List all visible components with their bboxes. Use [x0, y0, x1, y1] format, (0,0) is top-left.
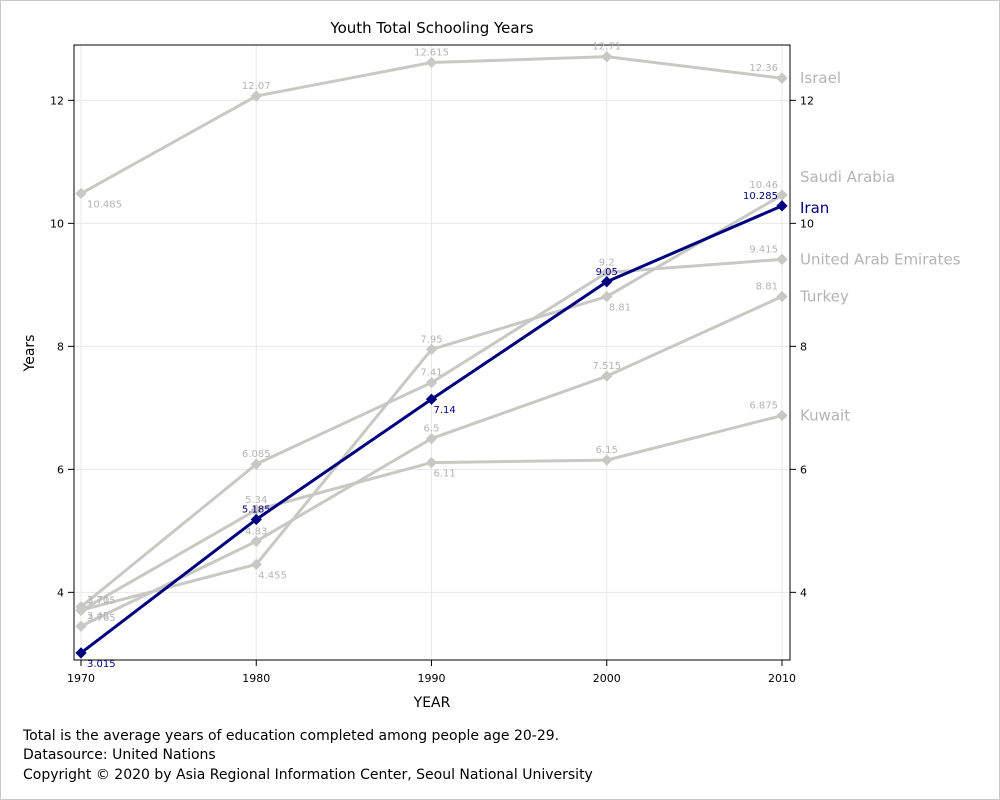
data-point-saudi-arabia [250, 558, 262, 571]
y-tick-label-right: 4 [800, 586, 807, 599]
data-point-turkey [425, 432, 438, 445]
data-label-iran: 5.185 [242, 504, 271, 515]
data-point-united-arab-emirates [425, 376, 438, 389]
data-point-iran [776, 200, 788, 212]
data-point-iran [250, 513, 262, 526]
data-label-israel: 10.485 [87, 200, 122, 211]
data-point-turkey [250, 535, 262, 547]
footer-source: Datasource: United Nations [23, 747, 216, 763]
data-label-israel: 12.36 [749, 63, 778, 74]
data-label-saudi-arabia: 7.95 [420, 334, 442, 345]
data-point-united-arab-emirates [250, 458, 262, 470]
data-label-saudi-arabia: 10.46 [749, 180, 778, 191]
data-point-israel [75, 187, 87, 200]
data-label-iran: 9.05 [596, 267, 618, 278]
chart-title: Youth Total Schooling Years [329, 19, 533, 37]
data-label-kuwait: 6.11 [434, 469, 456, 480]
x-tick-label: 1990 [418, 672, 446, 685]
series-label-israel: Israel [800, 69, 841, 87]
data-point-israel [776, 72, 788, 84]
x-tick-label: 2010 [768, 672, 796, 685]
data-label-kuwait: 6.875 [749, 401, 778, 412]
data-label-iran: 10.285 [743, 191, 778, 202]
data-label-saudi-arabia: 4.455 [258, 570, 287, 581]
data-label-turkey: 4.83 [245, 526, 267, 537]
y-tick-label-left: 6 [57, 463, 64, 476]
data-label-iran: 7.14 [434, 405, 456, 416]
data-label-turkey: 6.5 [424, 424, 440, 435]
x-tick-label: 1970 [67, 672, 95, 685]
y-tick-label-right: 6 [800, 463, 807, 476]
data-label-united-arab-emirates: 9.2 [599, 258, 615, 269]
series-label-kuwait: Kuwait [800, 407, 850, 425]
data-point-kuwait [425, 456, 438, 469]
data-label-turkey: 3.45 [87, 611, 109, 622]
footer-copyright: Copyright © 2020 by Asia Regional Inform… [23, 767, 593, 783]
y-tick-label-left: 8 [57, 340, 64, 353]
series-label-united-arab-emirates: United Arab Emirates [800, 250, 961, 268]
data-label-united-arab-emirates: 3.765 [87, 613, 116, 624]
data-label-israel: 12.71 [592, 42, 621, 53]
data-label-turkey: 8.81 [756, 282, 778, 293]
y-axis-label: Years [22, 335, 38, 373]
data-label-israel: 12.615 [414, 48, 449, 59]
data-label-united-arab-emirates: 9.415 [749, 244, 778, 255]
footer-note: Total is the average years of education … [23, 728, 560, 744]
data-point-united-arab-emirates [776, 253, 788, 265]
y-tick-label-left: 10 [50, 217, 64, 230]
data-point-turkey [75, 620, 87, 632]
series-label-saudi-arabia: Saudi Arabia [800, 168, 895, 186]
data-label-turkey: 7.515 [592, 361, 621, 372]
data-label-israel: 12.07 [242, 81, 271, 92]
data-point-saudi-arabia [425, 343, 438, 356]
data-label-united-arab-emirates: 6.085 [242, 449, 271, 460]
y-tick-label-left: 12 [50, 94, 64, 107]
y-tick-label-right: 10 [800, 217, 814, 230]
data-label-kuwait: 6.15 [596, 445, 618, 456]
series-label-turkey: Turkey [799, 288, 849, 306]
data-point-kuwait [250, 504, 262, 516]
data-point-saudi-arabia [776, 189, 788, 201]
data-label-iran: 3.015 [87, 659, 116, 670]
y-tick-label-right: 8 [800, 340, 807, 353]
grid [74, 45, 790, 660]
data-point-saudi-arabia [601, 290, 613, 303]
data-point-israel [425, 56, 438, 69]
data-point-turkey [776, 290, 788, 303]
data-label-saudi-arabia: 8.81 [609, 303, 631, 314]
y-tick-label-left: 4 [57, 586, 64, 599]
point-labels: 10.485 12.07 12.615 12.71 12.36 3.71 4.455 7.95… [87, 42, 778, 670]
data-label-saudi-arabia: 3.71 [87, 595, 109, 606]
series-end-labels: Israel Saudi Arabia United Arab Emirates Tu… [799, 69, 961, 424]
series-label-iran: Iran [800, 199, 829, 217]
data-point-iran [601, 276, 613, 288]
x-axis-label: YEAR [413, 695, 451, 711]
data-point-united-arab-emirates [601, 266, 613, 279]
data-point-israel [601, 51, 613, 63]
series-layer [75, 51, 788, 659]
x-tick-label: 2000 [593, 672, 621, 685]
y-tick-label-right: 12 [800, 94, 814, 107]
data-label-kuwait: 5.34 [245, 495, 267, 506]
data-label-kuwait: 3.705 [87, 595, 116, 606]
data-point-turkey [601, 370, 613, 382]
data-label-united-arab-emirates: 7.41 [420, 368, 442, 379]
x-tick-label: 1980 [242, 672, 270, 685]
data-point-kuwait [601, 454, 613, 466]
axes: 4 4 6 6 8 8 10 10 12 12 1970 1980 1990 2000 2010 [50, 94, 814, 685]
data-point-kuwait [776, 409, 788, 422]
data-point-iran [425, 393, 438, 405]
